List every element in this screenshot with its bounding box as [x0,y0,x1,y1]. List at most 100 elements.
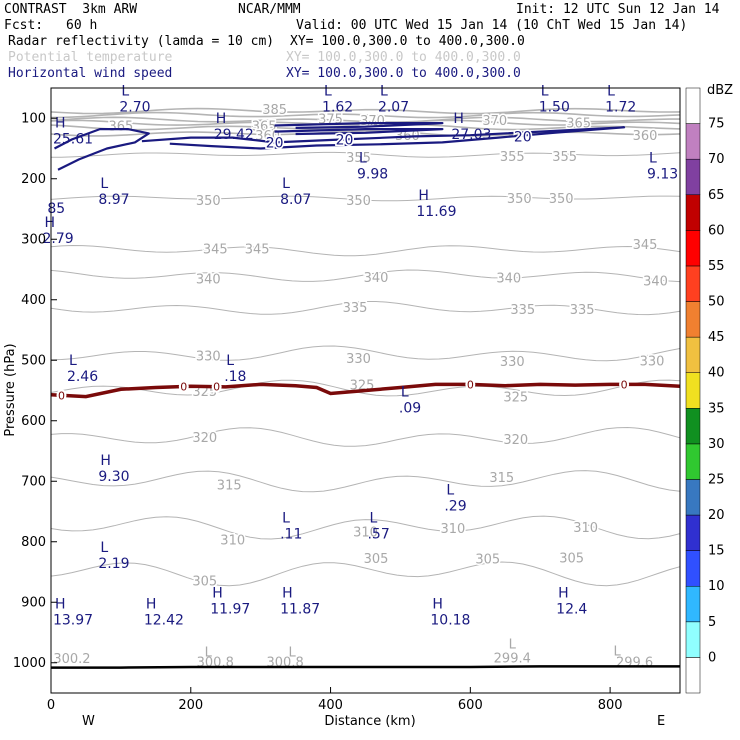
colorbar-swatch [685,158,701,196]
wind-extremum-value: 9.13 [647,166,678,182]
theta-label: 320 [192,431,217,446]
wind-extremum-value: 13.97 [53,612,93,628]
wind-extremum-marker: L [607,83,615,99]
theta-label: 350 [507,192,532,207]
reflectivity-label-bg [465,378,476,391]
theta-label: 345 [203,242,228,257]
y-tick-label: 400 [21,293,46,308]
theta-label: 300.8 [197,656,234,671]
colorbar-level-label: 0 [708,650,716,665]
theta-label: 305 [475,553,500,568]
colorbar-swatch [685,443,701,480]
theta-contour-310 [50,515,681,540]
wind-extremum-value: 2.07 [378,99,409,115]
valid-time: Valid: 00 UTC Wed 15 Jan 14 (10 ChT Wed … [296,18,688,33]
theta-label: 299.6 [616,656,653,671]
theta-label: 315 [489,471,514,486]
theta-contour-345 [50,244,681,257]
theta-label: 310 [353,525,378,540]
wind-extremum-value: .11 [280,526,302,542]
wind-extremum-marker: H [453,111,464,127]
wind-extremum-value: 2.46 [67,369,98,385]
reflectivity-zero-label: 0 [467,378,474,391]
axes: 0 200 400 600 800100200300400500600700800900… [13,111,623,713]
wind-extremum-marker: L [226,353,234,369]
theta-label: 330 [640,354,665,369]
colorbar-swatch [685,336,701,373]
theta-label: 335 [570,303,595,318]
theta-label: 300.8 [267,656,304,671]
theta-label: 340 [196,273,221,288]
theta-extremum-label: L [509,637,517,652]
plot-frame [50,87,681,694]
wind-extremum-marker: H [216,111,227,127]
wind-extremum-marker: L [282,510,290,526]
wind-extremum-marker: L [282,176,290,192]
colorbar-swatch [685,123,701,160]
theta-contour-370 [50,119,681,126]
y-tick-label: 700 [21,474,46,489]
theta-contours [50,107,681,587]
x-tick-label: 800 [598,698,623,713]
wind-extremum-marker: L [69,353,77,369]
wind-speed-contour [141,126,626,150]
x-tick-label: 0 [47,698,55,713]
theta-label: 385 [262,103,287,118]
wind-extremum-marker: H [418,188,429,204]
colorbar-swatch [685,621,701,658]
wind-extremum-marker: H [146,596,157,612]
wind-extremum-value: 1.62 [322,99,353,115]
theta-label: 310 [220,533,245,548]
theta-label: 355 [552,150,577,165]
east-label: E [657,714,665,729]
theta-label: 300.2 [53,652,90,667]
theta-label: 315 [217,478,242,493]
wind-extremum-value: 8.07 [280,192,311,208]
forecast-label: Fcst: [4,18,44,33]
wind-extremum-value: .18 [224,369,246,385]
theta-contour-340 [50,269,681,283]
wind-extremum-marker: L [380,83,388,99]
colorbar-level-label: 15 [708,544,725,559]
reflectivity-zero-line [50,382,681,399]
wind-contour-label: 20 [266,135,284,151]
theta-label: 350 [196,194,221,209]
colorbar-level-label: 40 [708,366,725,381]
colorbar-level-label: 65 [708,188,725,203]
wind-extrema: L2.70L1.62L2.07L1.50L1.72H25.61H29.42H27… [42,83,678,628]
y-tick-label: 900 [21,595,46,610]
theta-label: 320 [503,433,528,448]
field-reflectivity-name: Radar reflectivity (lamda = 10 cm) [8,34,275,49]
wind-extremum-value: 85 [47,201,65,217]
reflectivity-zero-label: 0 [621,378,628,391]
theta-label: 340 [643,274,668,289]
wind-extremum-value: 2.79 [42,231,73,247]
wind-extremum-value: 10.18 [430,612,470,628]
theta-label: 305 [364,552,389,567]
colorbar-swatch [685,372,701,409]
theta-label: 335 [510,303,535,318]
colorbar-level-label: 35 [708,401,725,416]
theta-label: 345 [245,242,270,257]
colorbar-level-label: 70 [708,152,725,167]
theta-extremum-label: L [205,645,213,660]
wind-extremum-value: 11.87 [280,601,320,617]
theta-label: 325 [503,391,528,406]
x-axis-label: Distance (km) [324,714,415,729]
wind-extremum-value: 29.42 [214,127,254,143]
field-reflectivity-xy: XY= 100.0,300.0 to 400.0,300.0 [290,34,525,49]
theta-label: 360 [633,129,658,144]
wind-extremum-value: 12.4 [556,601,587,617]
colorbar-swatch [685,301,701,338]
theta-label: 330 [346,352,371,367]
wind-extremum-value: .29 [444,499,466,515]
reflectivity-label-bg [56,389,67,402]
wind-extremum-value: 9.30 [98,469,129,485]
colorbar: 0 5 10 15 20 25 30 35 40 45 50 55 60 65 70 75 [685,87,725,694]
wind-extremum-value: 25.61 [53,131,93,147]
y-axis-label: Pressure (hPa) [3,343,18,436]
colorbar-swatch [685,87,701,124]
theta-contour-385 [50,107,681,115]
y-tick-label: 300 [21,232,46,247]
wind-extremum-marker: L [446,483,454,499]
